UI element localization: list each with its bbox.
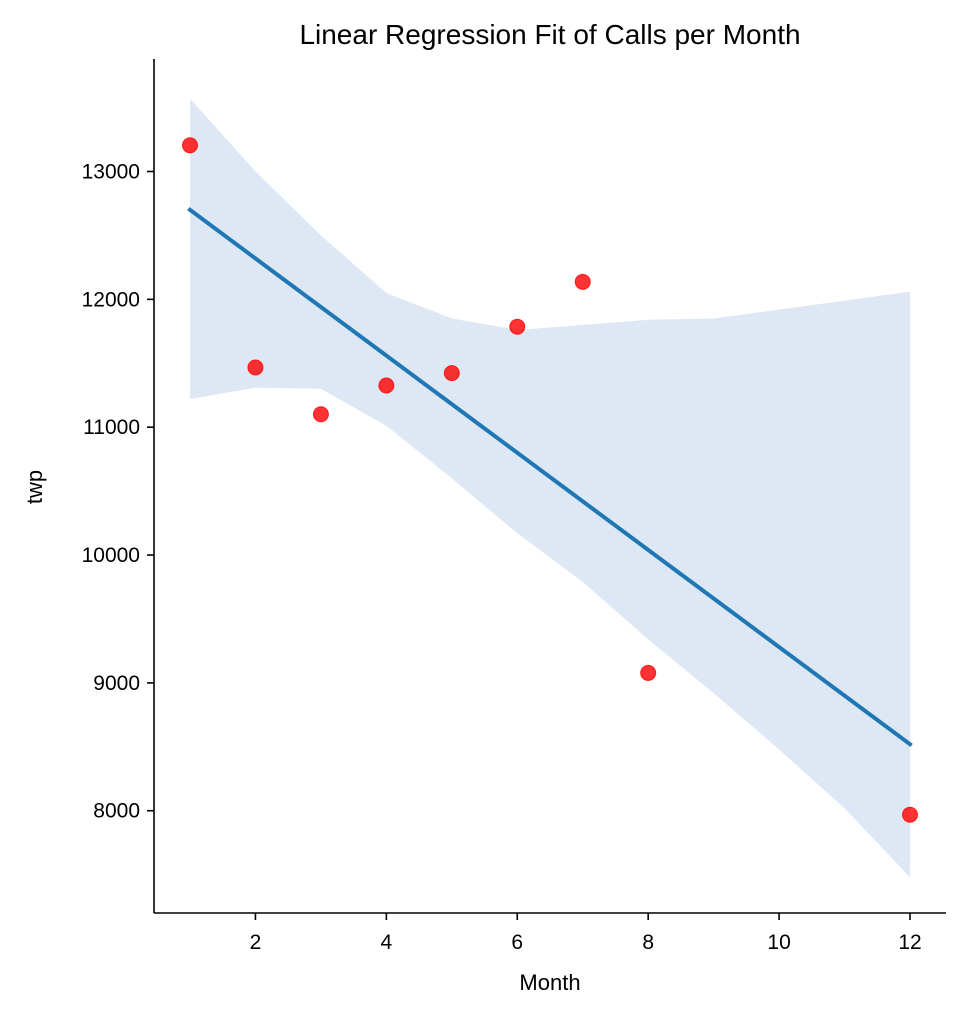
- data-point: [247, 359, 264, 376]
- regression-line: [187, 207, 913, 748]
- data-point: [312, 406, 329, 423]
- data-point: [509, 318, 526, 335]
- regression-line-layer: [187, 207, 913, 748]
- data-point: [378, 377, 395, 394]
- data-point: [902, 806, 918, 823]
- x-axis-label: Month: [519, 970, 580, 995]
- data-points-layer: [182, 137, 918, 823]
- y-tick-label: 11000: [83, 416, 140, 439]
- x-tick-label: 8: [642, 931, 654, 954]
- chart-title: Linear Regression Fit of Calls per Month: [299, 19, 800, 50]
- x-tick-label: 12: [898, 931, 921, 954]
- x-tick-label: 2: [250, 931, 262, 954]
- y-tick-label: 13000: [82, 161, 140, 184]
- y-tick-label: 8000: [93, 800, 140, 823]
- axes: [153, 59, 946, 914]
- confidence-band-layer: [190, 98, 910, 878]
- data-point: [443, 365, 460, 382]
- data-point: [182, 137, 198, 154]
- x-axis-ticks: 2 4 6 8 10 12: [250, 913, 922, 954]
- x-tick-label: 6: [511, 931, 523, 954]
- x-tick-label: 10: [767, 931, 790, 954]
- y-tick-label: 9000: [93, 672, 140, 695]
- x-tick-label: 4: [381, 931, 393, 954]
- y-tick-label: 12000: [82, 288, 140, 311]
- data-point: [574, 273, 591, 290]
- confidence-band: [190, 98, 910, 878]
- data-point: [640, 664, 657, 681]
- y-axis-label: twp: [22, 470, 47, 504]
- y-axis-ticks: 8000 9000 10000 11000 12000 13000: [82, 161, 154, 823]
- y-tick-label: 10000: [82, 544, 140, 567]
